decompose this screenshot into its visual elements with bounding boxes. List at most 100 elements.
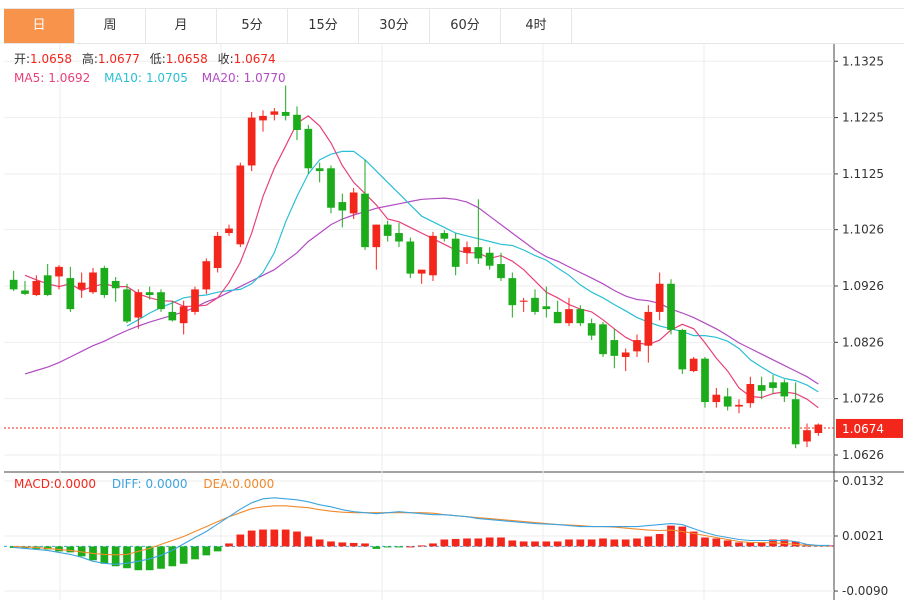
macd-bar [383, 546, 392, 548]
macd-bar [474, 538, 483, 547]
macd-bar [735, 542, 743, 547]
ma5-label: MA5: [14, 71, 44, 85]
candle [429, 231, 437, 281]
open-value: 1.0658 [30, 52, 72, 66]
macd-bar [576, 539, 585, 547]
macd-bar [157, 546, 165, 569]
candle [202, 258, 211, 294]
price-tick-label: 1.0626 [842, 448, 884, 462]
ohlc-readout: 开:1.0658 高:1.0677 低:1.0658 收:1.0674 [14, 51, 276, 66]
candle [32, 275, 41, 297]
close-label: 收: [218, 52, 234, 66]
macd-bar [440, 539, 449, 547]
candle [225, 224, 233, 236]
candle [77, 272, 86, 298]
tab-4hour[interactable]: 4时 [501, 9, 572, 43]
macd-bar [293, 531, 301, 547]
candle [9, 270, 18, 292]
period-tabs: 日 周 月 5分 15分 30分 60分 4时 [4, 8, 904, 44]
macd-bar [531, 541, 539, 547]
macd-bar [644, 536, 653, 547]
candle [55, 265, 63, 290]
macd-bar [655, 534, 664, 547]
candle [293, 106, 301, 141]
tab-day[interactable]: 日 [4, 9, 75, 43]
candle [712, 387, 721, 408]
ma20-label: MA20: [202, 71, 240, 85]
macd-bar [134, 546, 143, 571]
macd-bar [712, 538, 721, 547]
candle [621, 348, 630, 372]
macd-bar [315, 539, 324, 547]
price-tick-label: 1.1325 [842, 54, 884, 68]
price-axis: 1.1325 1.1225 1.1125 1.1026 1.0926 1.0826 1.07… [842, 54, 888, 598]
candle [134, 289, 143, 329]
macd-bar [270, 529, 279, 547]
macd-bar [746, 542, 755, 547]
candle [497, 252, 505, 281]
ma20-line [24, 197, 819, 385]
price-tick-label: 1.1125 [842, 167, 884, 181]
macd-bar [610, 539, 619, 547]
high-value: 1.0677 [98, 52, 140, 66]
candle [259, 110, 267, 132]
dea-label: DEA: [203, 477, 232, 491]
candle [157, 289, 165, 312]
candle [791, 382, 800, 449]
candle [100, 265, 109, 298]
candlesticks [9, 85, 823, 449]
macd-bar [361, 543, 369, 547]
candle [565, 297, 573, 326]
macd-bar [395, 546, 403, 548]
macd-bar [633, 538, 641, 547]
candle [247, 111, 256, 172]
macd-bar [757, 542, 766, 547]
macd-bar [701, 537, 709, 547]
diff-line [13, 497, 830, 565]
tab-month[interactable]: 月 [146, 9, 217, 43]
current-price-label: 1.0674 [842, 422, 884, 436]
tab-30min[interactable]: 30分 [359, 9, 430, 43]
candle [270, 108, 279, 121]
tab-5min[interactable]: 5分 [217, 9, 288, 43]
diff-value: 0.0000 [146, 477, 188, 491]
macd-bar [372, 546, 381, 549]
macd-bar [100, 546, 109, 564]
candle [610, 328, 619, 369]
close-value: 1.0674 [234, 52, 276, 66]
tab-60min[interactable]: 60分 [430, 9, 501, 43]
macd-bar [519, 541, 528, 547]
macd-bar [202, 546, 211, 556]
tab-15min[interactable]: 15分 [288, 9, 359, 43]
candle [179, 300, 188, 335]
price-tick-label: 1.1225 [842, 111, 884, 125]
low-label: 低: [150, 52, 166, 66]
macd-bar [168, 546, 177, 567]
macd-bar [191, 546, 199, 560]
candle [746, 376, 755, 408]
candle [417, 269, 426, 284]
candle [383, 220, 392, 242]
candle [769, 375, 777, 394]
macd-bar [667, 525, 675, 547]
ma10-line [126, 150, 819, 393]
macd-bar [179, 546, 188, 564]
candle [111, 276, 120, 302]
candle [89, 267, 97, 294]
ma10-label: MA10: [104, 71, 142, 85]
candle [689, 356, 698, 373]
macd-bar [497, 537, 505, 547]
dea-value: 0.0000 [232, 477, 274, 491]
tab-week[interactable]: 周 [75, 9, 146, 43]
candle [474, 199, 483, 265]
candle [723, 387, 732, 411]
macd-bar [689, 531, 698, 547]
macd-tick-label: 0.0132 [842, 474, 884, 488]
candle [655, 272, 664, 321]
macd-bar [553, 541, 562, 547]
macd-tick-label: -0.0090 [842, 584, 888, 598]
candle [633, 334, 641, 357]
ma10-value: 1.0705 [146, 71, 188, 85]
candle [519, 297, 528, 312]
